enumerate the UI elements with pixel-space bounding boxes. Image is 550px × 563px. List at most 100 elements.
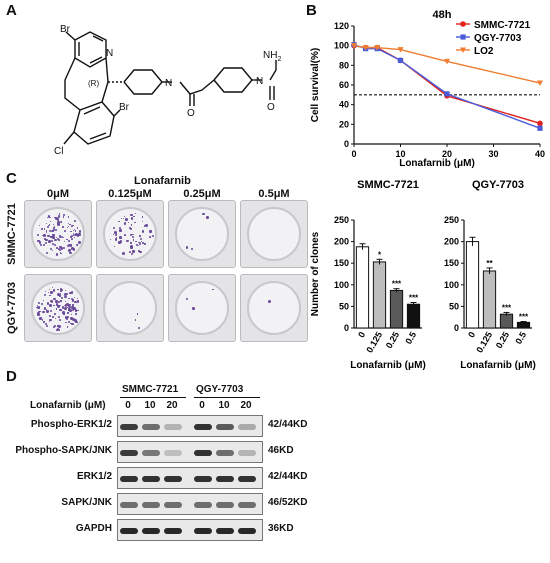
blot-group-qgy: QGY-7703 [196, 384, 244, 395]
legend-marker [460, 47, 466, 53]
bar [372, 261, 387, 329]
panel-label-b: B [306, 2, 317, 19]
x-tick-label: 30 [488, 149, 498, 159]
colony-dot [68, 249, 71, 252]
plate-column-label: 0.25μM [183, 188, 221, 200]
colony-dot [54, 216, 56, 219]
colony-dot [73, 306, 77, 310]
colony-dot [46, 225, 50, 229]
colony-dot [72, 308, 75, 311]
colony-dot [120, 218, 122, 220]
colony-dot [57, 216, 60, 219]
colony-dot [59, 294, 62, 297]
blot-band [142, 502, 160, 508]
colony-dot [133, 216, 135, 218]
colony-dot [56, 328, 59, 331]
blot-band [120, 450, 138, 456]
colony-dot [38, 317, 41, 320]
colony-dot [137, 244, 140, 247]
colony-dot [52, 315, 54, 318]
colony-dot [115, 234, 118, 237]
colony-dot [68, 309, 70, 312]
colony-dot [212, 288, 214, 291]
colony-dot [75, 234, 77, 236]
colony-dot [50, 300, 54, 303]
colony-dot [65, 317, 68, 320]
blot-strip [117, 519, 263, 541]
colony-dot [71, 234, 74, 237]
panel-label-d: D [6, 368, 17, 385]
colony-dot [48, 224, 51, 226]
colony-dot [135, 212, 137, 214]
culture-dish [247, 207, 301, 261]
bar [406, 303, 421, 329]
colony-dot [66, 302, 70, 306]
colony-well [96, 274, 164, 342]
colony-dot [139, 251, 142, 254]
colony-dot [118, 229, 122, 233]
colony-dot [68, 321, 71, 324]
colony-dot [78, 240, 82, 244]
y-tick-label: 250 [334, 215, 349, 225]
blot-band [164, 528, 182, 534]
data-point [444, 58, 450, 65]
dose-label: 0 [199, 400, 205, 411]
atom-n-urea: N [256, 76, 263, 87]
significance-mark: * [378, 250, 382, 259]
colony-dot [62, 311, 65, 315]
colony-dot [55, 308, 58, 310]
colony-dot [36, 304, 39, 307]
colony-dot [60, 309, 62, 312]
legend-marker [460, 21, 466, 27]
colony-dot [143, 243, 146, 246]
colony-dot [67, 243, 71, 247]
colony-dot [130, 241, 132, 244]
chemical-structure: Br N (R) N O N NH2 O Br Cl [54, 24, 281, 157]
colony-dot [202, 213, 205, 216]
colony-dot [141, 230, 145, 233]
colony-dot [72, 232, 75, 235]
colony-well [24, 200, 92, 268]
panel-label-a: A [6, 2, 17, 19]
colony-dot [76, 227, 79, 230]
colony-dot [53, 324, 56, 327]
colony-dot [123, 222, 127, 225]
colony-dot [66, 293, 69, 296]
colony-dot [70, 317, 73, 321]
colony-dot [38, 225, 40, 227]
colony-dot [56, 292, 60, 296]
chart-title: 48h [433, 9, 452, 21]
smmc-clone-bar-chart: SMMC-7721 0 50 100 150 200 250 0 * 0.125 *** 0.25 **… [310, 179, 426, 371]
blot-band [238, 424, 256, 430]
colony-dot [41, 234, 43, 237]
x-axis-label: Lonafarnib (μM) [460, 360, 536, 371]
colony-dot [151, 234, 154, 237]
colony-dot [65, 300, 67, 302]
colony-dot [57, 247, 60, 250]
blot-band [142, 424, 160, 430]
blot-band [216, 424, 234, 430]
bar [389, 289, 404, 329]
colony-dot [68, 298, 70, 300]
data-point [351, 43, 357, 49]
colony-dot [58, 235, 62, 238]
colony-dot [59, 245, 63, 249]
y-tick-label: 60 [339, 80, 349, 90]
y-tick-label: 120 [334, 21, 349, 31]
colony-dot [63, 313, 65, 315]
colony-dot [139, 242, 141, 244]
colony-dot [53, 227, 55, 229]
colony-dot [71, 323, 74, 325]
colony-dot [141, 240, 143, 243]
series-line-0 [353, 44, 541, 125]
bar-chart-title: QGY-7703 [472, 179, 524, 191]
colony-dot [58, 238, 60, 241]
atom-br-bottom: Br [119, 102, 130, 113]
colony-dot [74, 297, 76, 299]
bar-chart-title: SMMC-7721 [357, 179, 419, 191]
colony-dot [67, 306, 69, 308]
colony-dot [64, 292, 67, 296]
y-tick-label: 100 [334, 41, 349, 51]
colony-dot [55, 217, 59, 221]
colony-dot [49, 248, 52, 251]
